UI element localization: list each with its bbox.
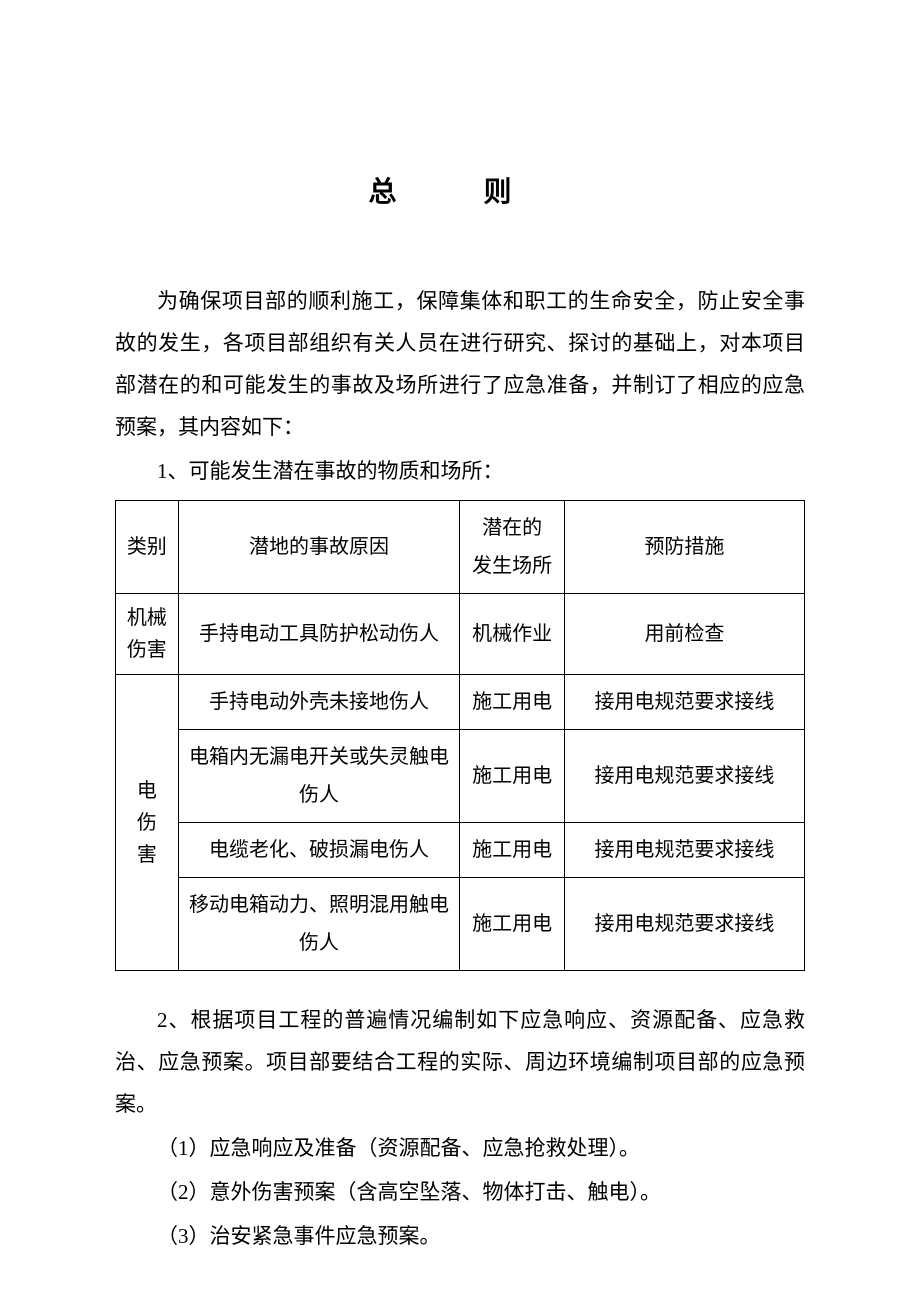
intro-paragraph: 为确保项目部的顺利施工，保障集体和职工的生命安全，防止安全事故的发生，各项目部组… — [115, 280, 805, 448]
table-row: 机械 伤害 手持电动工具防护松动伤人 机械作业 用前检查 — [116, 594, 805, 675]
table-row: 电 伤 害 手持电动外壳未接地伤人 施工用电 接用电规范要求接线 — [116, 675, 805, 730]
header-cause: 潜地的事故原因 — [178, 501, 460, 594]
sub-item-3: （3）治安紧急事件应急预案。 — [115, 1215, 805, 1257]
cell-category-mechanical: 机械 伤害 — [116, 594, 179, 675]
table-header-row: 类别 潜地的事故原因 潜在的 发生场所 预防措施 — [116, 501, 805, 594]
section1-heading: 1、可能发生潜在事故的物质和场所： — [115, 450, 805, 492]
cell-location: 机械作业 — [460, 594, 564, 675]
category-line: 电 — [137, 780, 157, 802]
header-location-line1: 潜在的 — [482, 517, 542, 539]
category-line: 伤 — [137, 812, 157, 834]
hazard-table: 类别 潜地的事故原因 潜在的 发生场所 预防措施 机械 伤害 手持电动工具防护松… — [115, 500, 805, 971]
section2-paragraph: 2、根据项目工程的普遍情况编制如下应急响应、资源配备、应急救治、应急预案。项目部… — [115, 999, 805, 1125]
cell-cause: 手持电动工具防护松动伤人 — [178, 594, 460, 675]
cell-prevention: 接用电规范要求接线 — [564, 878, 804, 971]
cell-location: 施工用电 — [460, 878, 564, 971]
header-category: 类别 — [116, 501, 179, 594]
cell-cause: 电缆老化、破损漏电伤人 — [178, 823, 460, 878]
cell-prevention: 接用电规范要求接线 — [564, 823, 804, 878]
header-location-line2: 发生场所 — [472, 555, 552, 577]
document-title: 总 则 — [115, 170, 805, 210]
cell-category-electrical: 电 伤 害 — [116, 675, 179, 971]
sub-item-2: （2）意外伤害预案（含高空坠落、物体打击、触电）。 — [115, 1171, 805, 1213]
cell-cause: 移动电箱动力、照明混用触电伤人 — [178, 878, 460, 971]
category-line: 害 — [137, 844, 157, 866]
cell-prevention: 用前检查 — [564, 594, 804, 675]
cell-location: 施工用电 — [460, 823, 564, 878]
cell-prevention: 接用电规范要求接线 — [564, 675, 804, 730]
header-location: 潜在的 发生场所 — [460, 501, 564, 594]
cell-location: 施工用电 — [460, 675, 564, 730]
header-prevention: 预防措施 — [564, 501, 804, 594]
table-row: 移动电箱动力、照明混用触电伤人 施工用电 接用电规范要求接线 — [116, 878, 805, 971]
table-row: 电缆老化、破损漏电伤人 施工用电 接用电规范要求接线 — [116, 823, 805, 878]
category-line: 机械 — [127, 607, 167, 629]
cell-prevention: 接用电规范要求接线 — [564, 730, 804, 823]
cell-cause: 电箱内无漏电开关或失灵触电伤人 — [178, 730, 460, 823]
cell-location: 施工用电 — [460, 730, 564, 823]
table-row: 电箱内无漏电开关或失灵触电伤人 施工用电 接用电规范要求接线 — [116, 730, 805, 823]
sub-item-1: （1）应急响应及准备（资源配备、应急抢救处理）。 — [115, 1127, 805, 1169]
cell-cause: 手持电动外壳未接地伤人 — [178, 675, 460, 730]
category-line: 伤害 — [127, 639, 167, 661]
